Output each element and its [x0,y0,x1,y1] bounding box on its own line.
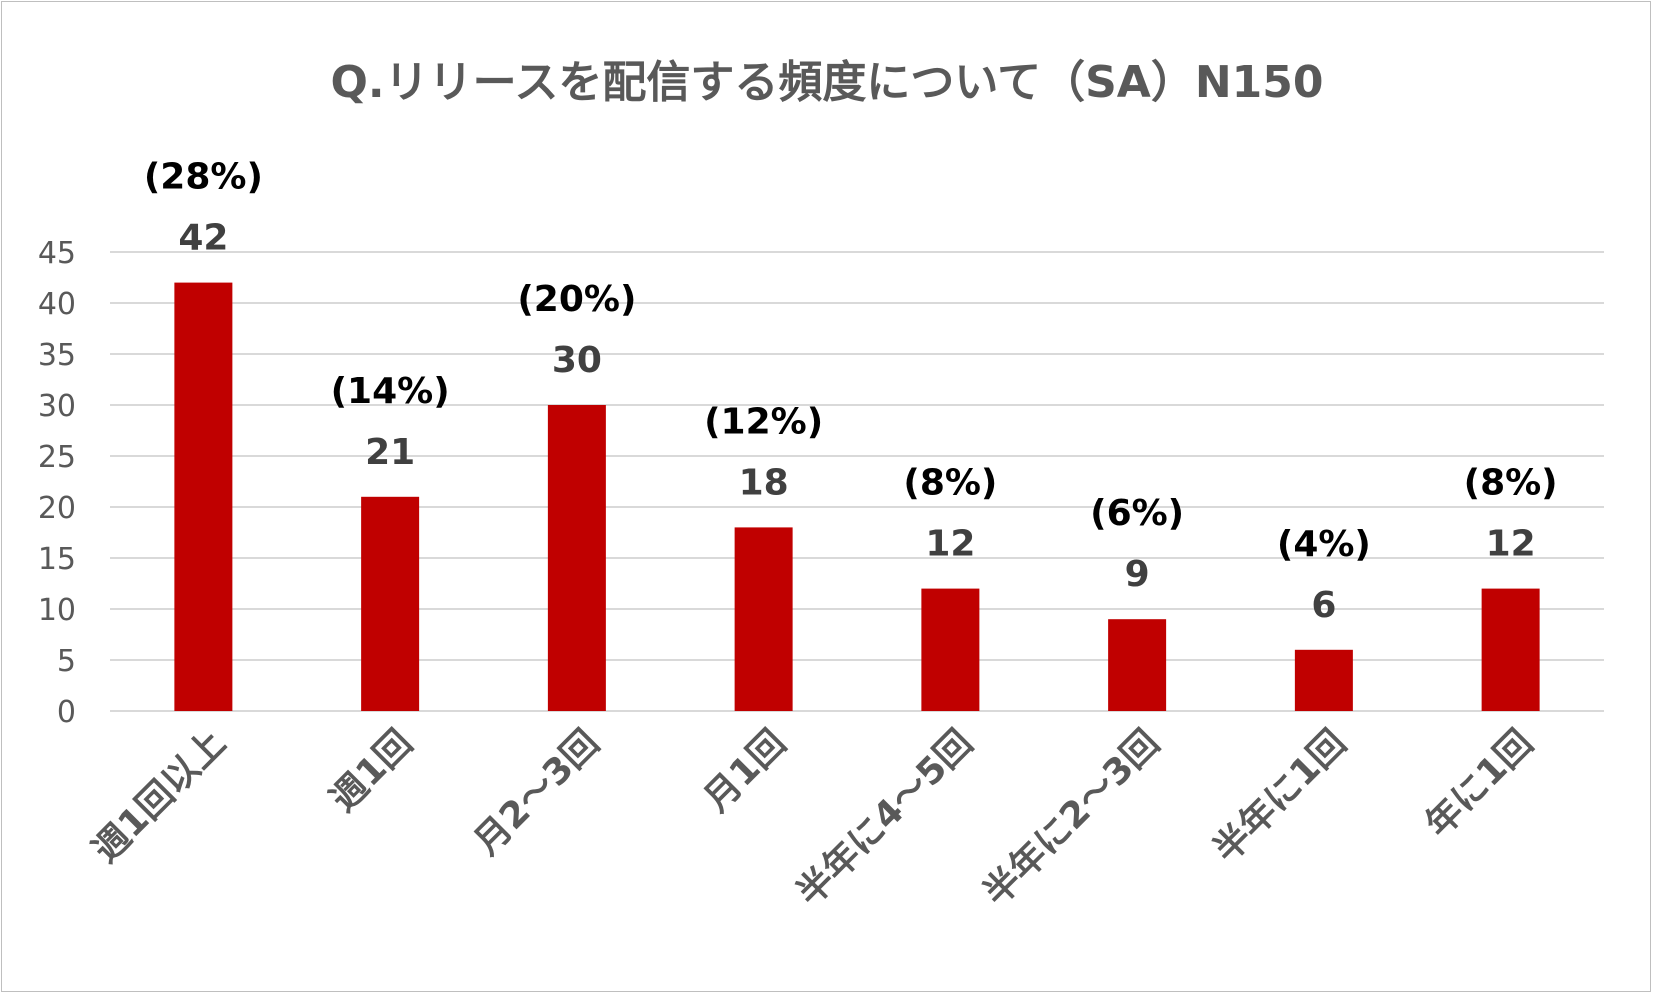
x-tick-label: 半年に2～3回 [976,722,1168,914]
bars [174,282,1540,711]
percent-label: (8%) [903,463,997,504]
bar [174,282,233,711]
bar [734,527,793,711]
percent-label: (4%) [1277,524,1371,565]
data-labels: 42 (28%) 21 (14%) 30 (20%) 18 (12%) 12 (8%) 9 (6%) 6… [144,157,1558,626]
y-axis-ticks: 0 5 10 15 20 25 30 35 40 45 [38,236,76,730]
y-tick-label: 45 [38,236,76,271]
percent-label: (14%) [331,371,450,412]
value-label: 12 [925,524,975,565]
chart-title: Q.リリースを配信する頻度について（SA）N150 [330,57,1323,108]
x-tick-label: 半年に4～5回 [789,722,981,914]
x-tick-label: 月2～3回 [466,722,607,863]
value-label: 30 [552,340,602,381]
bar [547,405,606,711]
y-tick-label: 10 [38,593,76,628]
y-tick-label: 15 [38,542,76,577]
x-tick-label: 年に1回 [1418,722,1541,845]
y-tick-label: 5 [57,644,76,679]
gridlines [110,251,1604,712]
x-tick-label: 月1回 [696,722,794,820]
value-label: 12 [1486,524,1536,565]
x-tick-label: 週1回以上 [85,722,234,871]
value-label: 6 [1311,585,1336,626]
value-label: 42 [178,218,228,259]
y-tick-label: 40 [38,287,76,322]
percent-label: (20%) [517,279,636,320]
bar [1294,649,1353,711]
y-tick-label: 35 [38,338,76,373]
y-tick-label: 25 [38,440,76,475]
percent-label: (28%) [144,157,263,198]
percent-label: (8%) [1464,463,1558,504]
value-label: 18 [739,462,789,503]
y-tick-label: 30 [38,389,76,424]
percent-label: (6%) [1090,493,1184,534]
y-tick-label: 0 [57,695,76,730]
bar [921,588,980,711]
y-tick-label: 20 [38,491,76,526]
value-label: 9 [1125,554,1150,595]
bar [1108,619,1167,711]
bar [1481,588,1540,711]
value-label: 21 [365,432,415,473]
percent-label: (12%) [704,401,823,442]
bar [361,496,420,711]
x-tick-label: 週1回 [323,722,421,820]
x-tick-label: 半年に1回 [1206,722,1355,871]
